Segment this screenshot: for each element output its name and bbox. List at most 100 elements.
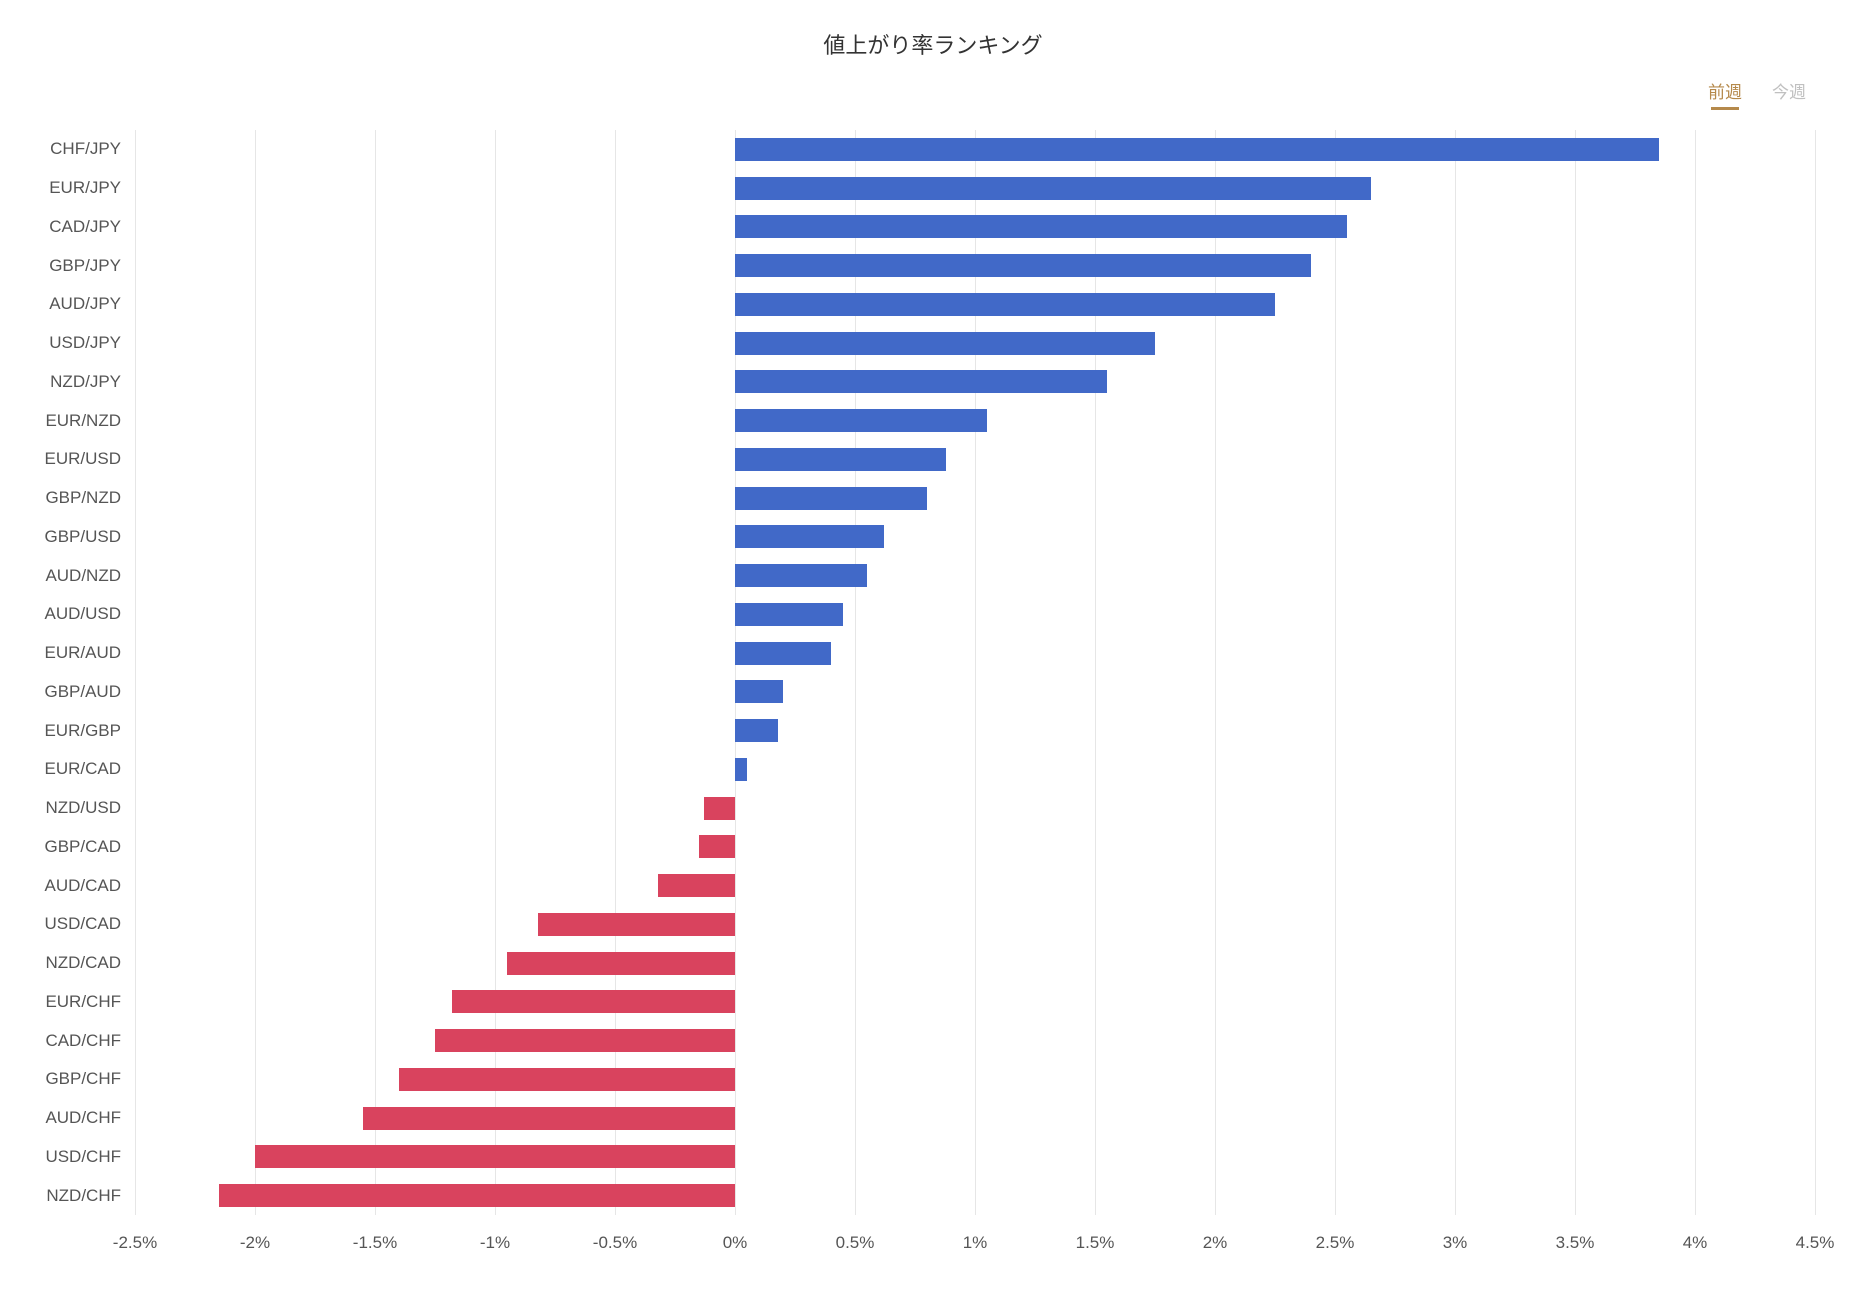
bar-negative[interactable] bbox=[538, 913, 735, 936]
legend-underline bbox=[1711, 107, 1739, 110]
x-axis-tick-label: 3.5% bbox=[1556, 1233, 1595, 1253]
x-axis-tick-label: -1.5% bbox=[353, 1233, 397, 1253]
x-axis-tick-label: -2% bbox=[240, 1233, 270, 1253]
x-axis-tick-label: 4.5% bbox=[1796, 1233, 1835, 1253]
bar-positive[interactable] bbox=[735, 332, 1155, 355]
legend-label: 前週 bbox=[1708, 78, 1742, 103]
bar-positive[interactable] bbox=[735, 603, 843, 626]
x-axis-tick-label: 4% bbox=[1683, 1233, 1708, 1253]
bar-row: CAD/CHF bbox=[135, 1029, 1815, 1052]
bar-row: AUD/NZD bbox=[135, 564, 1815, 587]
bar-row: USD/JPY bbox=[135, 332, 1815, 355]
bar-positive[interactable] bbox=[735, 564, 867, 587]
y-axis-label: NZD/CAD bbox=[45, 953, 135, 973]
x-axis-tick-label: 1.5% bbox=[1076, 1233, 1115, 1253]
bar-negative[interactable] bbox=[219, 1184, 735, 1207]
bar-negative[interactable] bbox=[399, 1068, 735, 1091]
bar-positive[interactable] bbox=[735, 293, 1275, 316]
x-axis-tick-label: -0.5% bbox=[593, 1233, 637, 1253]
bar-positive[interactable] bbox=[735, 254, 1311, 277]
y-axis-label: NZD/CHF bbox=[46, 1186, 135, 1206]
bar-row: AUD/JPY bbox=[135, 293, 1815, 316]
bar-negative[interactable] bbox=[704, 797, 735, 820]
bar-positive[interactable] bbox=[735, 177, 1371, 200]
bar-row: USD/CAD bbox=[135, 913, 1815, 936]
bar-positive[interactable] bbox=[735, 525, 884, 548]
y-axis-label: USD/JPY bbox=[49, 333, 135, 353]
bar-negative[interactable] bbox=[507, 952, 735, 975]
bar-negative[interactable] bbox=[658, 874, 735, 897]
x-axis-tick-label: 2.5% bbox=[1316, 1233, 1355, 1253]
y-axis-label: USD/CHF bbox=[45, 1147, 135, 1167]
y-axis-label: CAD/JPY bbox=[49, 217, 135, 237]
bar-row: CAD/JPY bbox=[135, 215, 1815, 238]
y-axis-label: USD/CAD bbox=[44, 914, 135, 934]
bar-negative[interactable] bbox=[435, 1029, 735, 1052]
y-axis-label: EUR/USD bbox=[44, 449, 135, 469]
bar-negative[interactable] bbox=[255, 1145, 735, 1168]
bar-row: EUR/CHF bbox=[135, 990, 1815, 1013]
y-axis-label: AUD/NZD bbox=[45, 566, 135, 586]
y-axis-label: NZD/USD bbox=[45, 798, 135, 818]
y-axis-label: AUD/CHF bbox=[45, 1108, 135, 1128]
bar-row: AUD/CHF bbox=[135, 1107, 1815, 1130]
bar-negative[interactable] bbox=[363, 1107, 735, 1130]
bar-positive[interactable] bbox=[735, 138, 1659, 161]
bar-negative[interactable] bbox=[699, 835, 735, 858]
bar-row: AUD/CAD bbox=[135, 874, 1815, 897]
bar-row: NZD/JPY bbox=[135, 370, 1815, 393]
bar-row: GBP/CHF bbox=[135, 1068, 1815, 1091]
bar-positive[interactable] bbox=[735, 758, 747, 781]
bar-row: EUR/CAD bbox=[135, 758, 1815, 781]
legend-underline bbox=[1775, 107, 1803, 110]
y-axis-label: GBP/USD bbox=[44, 527, 135, 547]
bar-row: EUR/GBP bbox=[135, 719, 1815, 742]
bar-positive[interactable] bbox=[735, 409, 987, 432]
bar-row: GBP/NZD bbox=[135, 487, 1815, 510]
bar-positive[interactable] bbox=[735, 215, 1347, 238]
bar-row: EUR/AUD bbox=[135, 642, 1815, 665]
bar-row: USD/CHF bbox=[135, 1145, 1815, 1168]
bar-positive[interactable] bbox=[735, 680, 783, 703]
bar-row: NZD/CAD bbox=[135, 952, 1815, 975]
bar-positive[interactable] bbox=[735, 448, 946, 471]
y-axis-label: GBP/AUD bbox=[44, 682, 135, 702]
chart-title: 値上がり率ランキング bbox=[0, 28, 1866, 60]
y-axis-label: EUR/AUD bbox=[44, 643, 135, 663]
y-axis-label: EUR/GBP bbox=[44, 721, 135, 741]
bar-positive[interactable] bbox=[735, 719, 778, 742]
bar-row: EUR/NZD bbox=[135, 409, 1815, 432]
y-axis-label: AUD/CAD bbox=[44, 876, 135, 896]
legend-label: 今週 bbox=[1772, 78, 1806, 103]
bar-row: GBP/AUD bbox=[135, 680, 1815, 703]
y-axis-label: EUR/JPY bbox=[49, 178, 135, 198]
legend-item-this-week[interactable]: 今週 bbox=[1772, 78, 1806, 110]
y-axis-label: GBP/CAD bbox=[44, 837, 135, 857]
legend-item-previous-week[interactable]: 前週 bbox=[1708, 78, 1742, 110]
y-axis-label: EUR/NZD bbox=[45, 411, 135, 431]
y-axis-label: AUD/JPY bbox=[49, 294, 135, 314]
bar-positive[interactable] bbox=[735, 642, 831, 665]
bar-positive[interactable] bbox=[735, 487, 927, 510]
y-axis-label: EUR/CAD bbox=[44, 759, 135, 779]
x-axis-tick-label: -1% bbox=[480, 1233, 510, 1253]
x-axis: -2.5%-2%-1.5%-1%-0.5%0%0.5%1%1.5%2%2.5%3… bbox=[135, 1225, 1815, 1265]
bar-row: GBP/CAD bbox=[135, 835, 1815, 858]
x-axis-tick-label: 2% bbox=[1203, 1233, 1228, 1253]
y-axis-label: CAD/CHF bbox=[45, 1031, 135, 1051]
bar-row: EUR/JPY bbox=[135, 177, 1815, 200]
y-axis-label: AUD/USD bbox=[44, 604, 135, 624]
gridline bbox=[1815, 130, 1816, 1215]
x-axis-tick-label: 1% bbox=[963, 1233, 988, 1253]
legend: 前週 今週 bbox=[1708, 78, 1806, 110]
bar-row: NZD/CHF bbox=[135, 1184, 1815, 1207]
bar-positive[interactable] bbox=[735, 370, 1107, 393]
bar-row: EUR/USD bbox=[135, 448, 1815, 471]
bar-row: AUD/USD bbox=[135, 603, 1815, 626]
y-axis-label: NZD/JPY bbox=[50, 372, 135, 392]
bar-negative[interactable] bbox=[452, 990, 735, 1013]
bar-row: GBP/USD bbox=[135, 525, 1815, 548]
x-axis-tick-label: 0.5% bbox=[836, 1233, 875, 1253]
y-axis-label: GBP/JPY bbox=[49, 256, 135, 276]
y-axis-label: GBP/CHF bbox=[45, 1069, 135, 1089]
